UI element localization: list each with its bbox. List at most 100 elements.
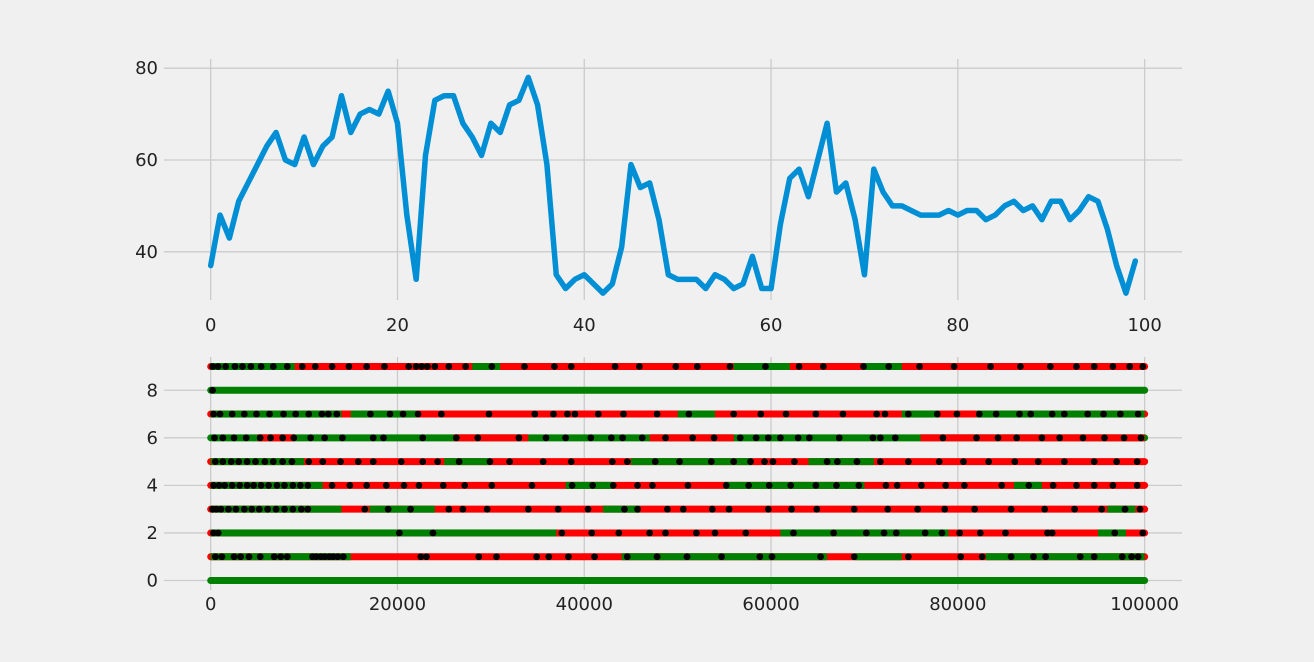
- scatter-point: [756, 553, 764, 561]
- line-x-tick-label: 100: [1127, 315, 1161, 336]
- scatter-point: [461, 481, 469, 489]
- scatter-point: [210, 410, 217, 418]
- scatter-point: [1109, 363, 1117, 370]
- scatter-point: [1007, 553, 1015, 561]
- scatter-point: [683, 553, 691, 561]
- scatter-point: [725, 505, 733, 513]
- scatter-row-segment: [257, 434, 295, 442]
- scatter-point: [938, 529, 946, 537]
- scatter-point: [211, 434, 218, 442]
- scatter-point: [554, 505, 562, 513]
- scatter-row-segment: [369, 505, 435, 513]
- scatter-point: [611, 363, 619, 370]
- scatter-row-segment: [976, 410, 1145, 418]
- scatter-point: [337, 458, 344, 466]
- scatter-point: [1076, 553, 1084, 561]
- scatter-point: [881, 410, 889, 418]
- scatter-point: [1042, 553, 1050, 561]
- scatter-point: [850, 505, 858, 513]
- scatter-point: [1133, 481, 1141, 489]
- scatter-point: [1120, 434, 1128, 442]
- line-y-tick-label: 60: [135, 150, 158, 171]
- scatter-point: [884, 505, 892, 513]
- scatter-point: [414, 410, 422, 418]
- scatter-point: [533, 553, 541, 561]
- scatter-point: [693, 363, 701, 370]
- scatter-point: [904, 553, 912, 561]
- scatter-point: [1073, 481, 1080, 489]
- scatter-point: [304, 481, 312, 489]
- scatter-point: [1079, 434, 1087, 442]
- scatter-point: [400, 481, 408, 489]
- scatter-row-5: [207, 458, 1149, 466]
- scatter-point: [757, 410, 765, 418]
- scatter-point: [817, 553, 824, 561]
- scatter-row-7: [207, 410, 1149, 418]
- scatter-point: [423, 363, 431, 370]
- scatter-point: [1073, 363, 1080, 370]
- scatter-point: [211, 553, 219, 561]
- scatter-point: [1013, 434, 1021, 442]
- scatter-point: [1041, 505, 1049, 513]
- scatter-point: [419, 458, 427, 466]
- scatter-point: [237, 553, 244, 561]
- scatter-point: [240, 505, 248, 513]
- scatter-point: [230, 434, 238, 442]
- scatter-row-segment: [864, 363, 902, 371]
- scatter-point: [1134, 410, 1142, 418]
- scatter-x-tick-label: 80000: [929, 594, 986, 615]
- scatter-point: [591, 553, 598, 561]
- scatter-point: [904, 458, 912, 466]
- scatter-point: [973, 434, 980, 442]
- scatter-point: [266, 410, 273, 418]
- scatter-point: [862, 529, 870, 537]
- line-plot-area: [164, 59, 1182, 300]
- scatter-point: [649, 481, 656, 489]
- scatter-row-segment: [985, 553, 1145, 561]
- scatter-row-segment: [210, 410, 342, 418]
- scatter-row-1: [207, 553, 1149, 561]
- scatter-point: [987, 363, 994, 370]
- scatter-point: [589, 481, 597, 489]
- scatter-point: [1136, 505, 1144, 513]
- scatter-point: [921, 529, 929, 537]
- scatter-point: [1046, 363, 1054, 370]
- scatter-point: [1121, 505, 1129, 513]
- scatter-point: [417, 553, 425, 561]
- scatter-point: [245, 553, 253, 561]
- scatter-point: [253, 410, 260, 418]
- scatter-point: [571, 410, 579, 418]
- scatter-point: [210, 529, 217, 537]
- scatter-point: [369, 458, 377, 466]
- scatter-point: [462, 363, 470, 370]
- scatter-point: [607, 434, 615, 442]
- scatter-point: [256, 553, 264, 561]
- scatter-point: [216, 410, 224, 418]
- scatter-row-0: [207, 576, 1149, 584]
- scatter-point: [646, 529, 654, 537]
- scatter-point: [1048, 410, 1056, 418]
- scatter-point: [474, 434, 482, 442]
- scatter-point: [957, 553, 965, 561]
- scatter-point: [567, 458, 575, 466]
- line-series: [207, 74, 1139, 296]
- scatter-point: [752, 434, 760, 442]
- scatter-point: [567, 363, 575, 370]
- scatter-point: [891, 434, 899, 442]
- scatter-point: [976, 529, 984, 537]
- scatter-point: [638, 434, 646, 442]
- scatter-point: [455, 458, 463, 466]
- scatter-point: [312, 553, 320, 561]
- scatter-point: [550, 410, 557, 418]
- scatter-point: [672, 363, 680, 370]
- scatter-point: [876, 458, 884, 466]
- scatter-row-segment: [350, 410, 417, 418]
- scatter-plot-area: [164, 357, 1182, 590]
- scatter-point: [651, 458, 659, 466]
- scatter-point: [445, 505, 453, 513]
- scatter-point: [221, 481, 229, 489]
- scatter-point: [619, 434, 626, 442]
- scatter-row-6: [207, 434, 1149, 442]
- scatter-point: [710, 434, 718, 442]
- scatter-point: [684, 481, 692, 489]
